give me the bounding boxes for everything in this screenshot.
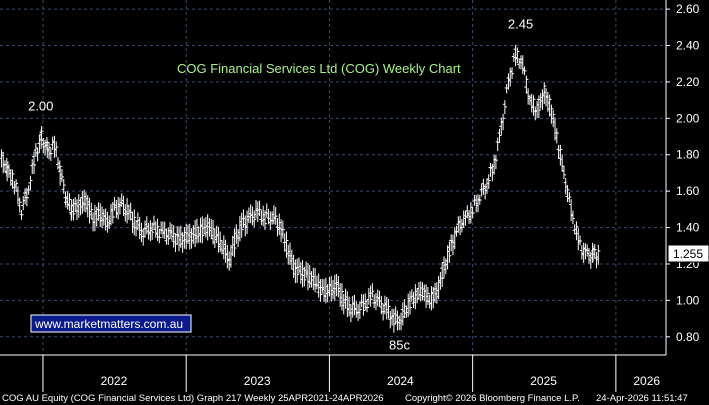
ohlc-bar-7-2 xyxy=(48,147,53,161)
y-tick-label-3: 1.40 xyxy=(676,221,700,235)
ohlc-bar-9-1 xyxy=(59,168,64,183)
ohlc-bar-77-0 xyxy=(542,82,547,105)
ohlc-bar-63-3 xyxy=(447,241,452,263)
ohlc-bar-37-1 xyxy=(257,200,262,217)
ohlc-bar-29-1 xyxy=(200,216,205,244)
x-tick-label-1: 2023 xyxy=(244,374,271,388)
annotations: 2.00 2.45 85c xyxy=(28,16,533,352)
ohlc-bar-51-3 xyxy=(361,294,366,316)
ohlc-bar-53-0 xyxy=(370,283,375,298)
ohlc-bar-11-1 xyxy=(71,198,76,221)
ohlc-bar-79-1 xyxy=(558,144,563,166)
x-tick-label-2: 2024 xyxy=(387,374,414,388)
ohlc-bar-82-0 xyxy=(578,235,583,246)
ohlc-bar-13-3 xyxy=(89,202,94,220)
ohlc-bar-78-0 xyxy=(549,104,554,124)
annotation-1: 2.45 xyxy=(508,16,533,31)
ohlc-bar-42-2 xyxy=(295,258,300,283)
chart-title: COG Financial Services Ltd (COG) Weekly … xyxy=(177,61,461,76)
footer-timestamp: 24-Apr-2026 11:51:47 xyxy=(596,393,688,404)
gridlines xyxy=(0,0,666,355)
ohlc-bar-38-0 xyxy=(262,210,267,230)
ohlc-bar-2-1 xyxy=(14,179,19,192)
ohlc-bar-4-3 xyxy=(32,151,37,175)
y-tick-label-1: 1.00 xyxy=(676,293,700,307)
ohlc-bar-8-1 xyxy=(54,141,59,158)
price-bars xyxy=(0,44,601,333)
y-tick-label-9: 2.60 xyxy=(676,2,700,16)
ohlc-bar-16-3 xyxy=(110,201,115,224)
ohlc-bar-52-1 xyxy=(365,299,370,313)
y-tick-label-5: 1.80 xyxy=(676,148,700,162)
ohlc-bar-19-3 xyxy=(132,209,137,236)
ohlc-bar-74-2 xyxy=(524,75,529,94)
ohlc-bar-71-2 xyxy=(502,100,507,115)
ohlc-bar-22-1 xyxy=(150,222,155,240)
ohlc-bar-4-0 xyxy=(26,185,31,195)
ohlc-bar-80-1 xyxy=(565,184,570,203)
ohlc-bar-36-2 xyxy=(252,210,257,228)
x-tick-label-4: 2026 xyxy=(633,374,660,388)
ohlc-bar-62-3 xyxy=(440,262,445,287)
x-axis: 2022 2023 2024 2025 2026 xyxy=(0,354,666,392)
y-tick-label-6: 2.00 xyxy=(676,111,700,125)
ohlc-bar-6-0 xyxy=(39,126,44,141)
x-tick-label-0: 2022 xyxy=(101,374,128,388)
ohlc-bar-78-3 xyxy=(554,128,559,144)
ohlc-bar-81-0 xyxy=(570,210,575,225)
ohlc-bar-72-2 xyxy=(510,67,515,80)
ohlc-bar-68-0 xyxy=(477,194,482,205)
ohlc-bar-10-2 xyxy=(67,193,72,211)
ohlc-bar-74-1 xyxy=(522,66,527,76)
x-tick-label-3: 2025 xyxy=(530,374,557,388)
ohlc-bar-60-3 xyxy=(425,287,430,305)
annotation-0: 2.00 xyxy=(28,98,53,113)
ohlc-bar-58-1 xyxy=(407,291,412,315)
y-axis: 0.801.001.201.401.601.802.002.202.402.60 xyxy=(665,0,700,355)
ohlc-bar-80-2 xyxy=(567,192,572,203)
annotation-2: 85c xyxy=(389,338,410,353)
ohlc-bar-69-1 xyxy=(486,174,491,189)
ohlc-bar-77-3 xyxy=(547,94,552,117)
ohlc-bar-2-3 xyxy=(17,197,22,213)
watermark-box: www.marketmatters.com.au xyxy=(30,314,192,333)
ohlc-bar-70-1 xyxy=(493,154,498,170)
ohlc-bar-40-2 xyxy=(280,220,285,239)
ohlc-bar-84-1 xyxy=(592,244,597,259)
watermark-text: www.marketmatters.com.au xyxy=(34,317,183,331)
y-tick-label-0: 0.80 xyxy=(676,330,700,344)
ohlc-bar-73-1 xyxy=(515,47,520,64)
ohlc-bar-75-2 xyxy=(531,95,536,116)
ohlc-bar-54-1 xyxy=(379,295,384,315)
ohlc-bar-4-1 xyxy=(28,175,33,190)
y-tick-label-7: 2.20 xyxy=(676,75,700,89)
ohlc-bar-84-3 xyxy=(596,244,601,265)
ohlc-bar-3-3 xyxy=(24,187,29,207)
ohlc-bar-9-2 xyxy=(61,179,66,194)
y-tick-label-8: 2.40 xyxy=(676,39,700,53)
y-tick-label-4: 1.60 xyxy=(676,184,700,198)
ohlc-bar-34-3 xyxy=(239,212,244,238)
ohlc-bar-55-1 xyxy=(386,298,391,319)
ohlc-bar-79-3 xyxy=(561,165,566,180)
ohlc-bar-67-0 xyxy=(470,207,475,219)
ohlc-bar-1-3 xyxy=(10,169,15,189)
ohlc-bar-52-3 xyxy=(368,285,373,307)
ohlc-bar-45-3 xyxy=(318,279,323,302)
ohlc-bar-5-1 xyxy=(35,147,40,162)
footer-copyright: Copyright© 2026 Bloomberg Finance L.P. xyxy=(405,393,580,404)
ohlc-bar-3-0 xyxy=(19,210,24,220)
ohlc-bar-7-1 xyxy=(47,141,52,160)
ohlc-bar-51-1 xyxy=(357,301,362,320)
ohlc-bar-39-2 xyxy=(273,207,278,225)
footer-left: COG AU Equity (COG Financial Services Lt… xyxy=(2,393,384,404)
ohlc-bar-78-1 xyxy=(551,110,556,128)
last-price-text: 1.255 xyxy=(673,247,703,261)
ohlc-bar-71-1 xyxy=(501,113,506,131)
footer: COG AU Equity (COG Financial Services Lt… xyxy=(2,393,688,404)
ohlc-bar-81-2 xyxy=(574,221,579,241)
ohlc-bar-23-1 xyxy=(157,228,162,244)
last-price-tag: 1.255 xyxy=(667,244,709,263)
